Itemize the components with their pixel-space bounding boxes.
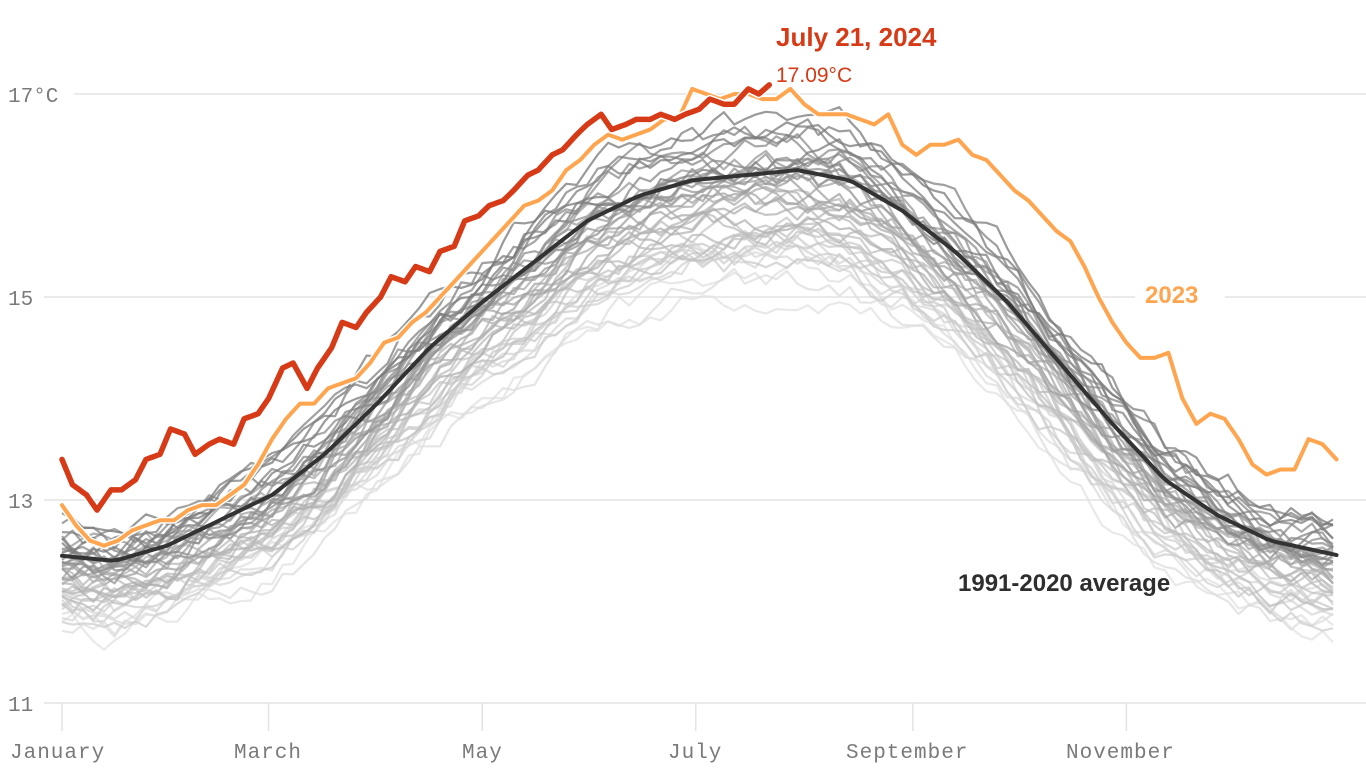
annotation-value: 17.09°C xyxy=(776,64,852,87)
historical-year-line xyxy=(61,125,1334,550)
historical-year-line xyxy=(61,138,1334,562)
historical-year-line xyxy=(61,211,1334,594)
average-line xyxy=(60,168,1339,563)
historical-year-line xyxy=(61,121,1334,563)
x-tick-label: May xyxy=(462,742,503,765)
historical-year-line xyxy=(61,210,1334,595)
x-tick-label: November xyxy=(1066,742,1175,765)
label-2023: 2023 xyxy=(1145,282,1198,309)
historical-year-line xyxy=(61,133,1334,545)
historical-year-line xyxy=(61,198,1334,589)
y-axis-labels: 17°C 15 13 11 xyxy=(8,86,58,718)
y-tick-label: 11 xyxy=(8,695,33,718)
gridlines xyxy=(44,93,1366,704)
y-tick-label: 13 xyxy=(8,492,33,515)
x-tick-label: July xyxy=(668,742,722,765)
x-axis-labels: January March May July September November xyxy=(10,742,1175,765)
y-tick-label: 17°C xyxy=(8,86,58,109)
y-tick-label: 15 xyxy=(8,289,33,312)
historical-year-line xyxy=(61,188,1334,599)
series-lines xyxy=(57,80,1340,563)
historical-year-line xyxy=(61,106,1334,535)
line-2024 xyxy=(59,82,773,513)
x-tick-label: September xyxy=(846,742,968,765)
label-average: 1991-2020 average xyxy=(958,570,1170,597)
annotation-date: July 21, 2024 xyxy=(776,22,937,52)
historical-years-lines xyxy=(61,106,1334,651)
historical-year-line xyxy=(61,294,1334,651)
line-2023 xyxy=(60,86,1339,548)
historical-year-line xyxy=(61,258,1334,638)
x-axis-ticks xyxy=(61,703,1128,731)
historical-year-line xyxy=(61,236,1334,626)
historical-year-line xyxy=(61,202,1334,603)
x-tick-label: January xyxy=(10,742,105,765)
historical-year-line xyxy=(61,242,1334,621)
x-tick-label: March xyxy=(234,742,302,765)
label-2023-bg xyxy=(1135,276,1225,310)
historical-year-line xyxy=(61,170,1334,585)
